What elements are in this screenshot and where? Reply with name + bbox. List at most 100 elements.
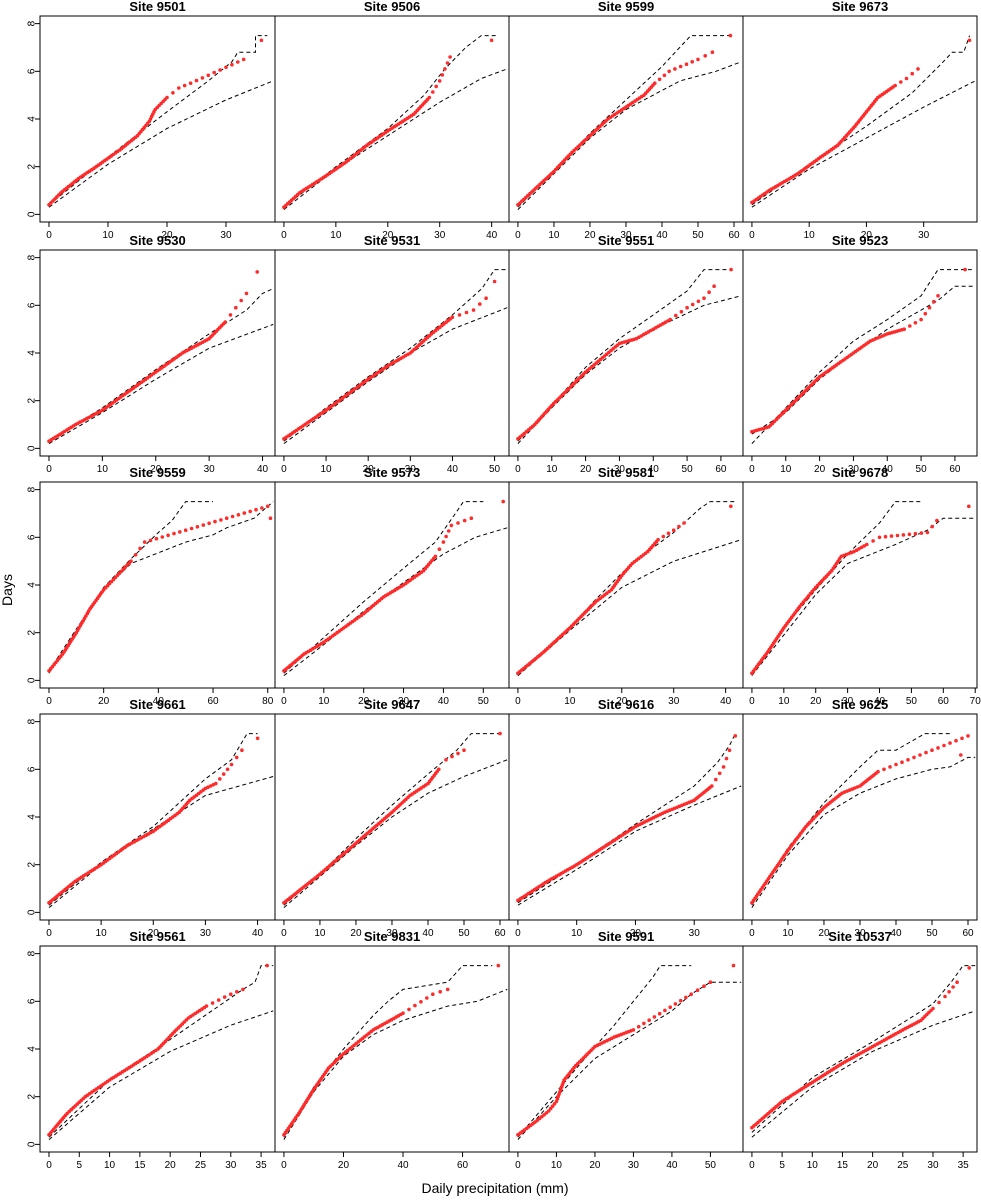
x-tick-label: 30	[620, 230, 632, 241]
x-tick-label: 0	[749, 928, 755, 939]
data-points	[750, 267, 967, 434]
x-tick-label: 10	[330, 230, 342, 241]
data-point	[661, 534, 666, 539]
envelope-upper	[48, 35, 268, 206]
data-point	[931, 1006, 935, 1011]
x-tick-label: 30	[200, 928, 212, 939]
data-point	[899, 80, 903, 84]
envelope-upper	[517, 965, 692, 1138]
x-tick-label: 10	[804, 230, 816, 241]
data-point	[165, 95, 169, 100]
data-point	[631, 1028, 636, 1032]
panel-title: Site 9561	[129, 929, 185, 944]
x-tick-label: 30	[220, 230, 232, 241]
x-tick-label: 0	[515, 696, 521, 707]
x-tick-label: 20	[363, 464, 375, 475]
x-tick-label: 20	[148, 928, 160, 939]
x-tick-label: 40	[447, 464, 459, 475]
data-point	[242, 511, 247, 515]
data-point	[195, 525, 200, 529]
data-point	[668, 317, 672, 322]
panel-title: Site 9530	[129, 233, 185, 248]
y-tick-label: 8	[27, 20, 38, 26]
x-tick-label: 20	[589, 1160, 601, 1171]
x-tick-label: 30	[668, 696, 680, 707]
data-point	[448, 55, 452, 59]
data-point	[876, 769, 880, 774]
data-point	[666, 531, 671, 536]
data-point	[882, 767, 886, 772]
x-tick-label: 0	[46, 230, 52, 241]
x-tick-label: 40	[438, 696, 450, 707]
data-point	[703, 54, 707, 58]
x-tick-label: 40	[486, 230, 498, 241]
y-tick-label: 4	[27, 1046, 38, 1052]
x-tick-label: 0	[281, 1160, 287, 1171]
x-tick-label: 30	[689, 928, 701, 939]
y-tick-label: 0	[27, 445, 38, 451]
data-point	[895, 533, 900, 538]
panel-title: Site 9581	[598, 465, 654, 480]
data-point	[464, 310, 469, 315]
x-tick-label: 0	[46, 928, 52, 939]
data-point	[229, 762, 234, 767]
panel-title: Site 9678	[832, 465, 888, 480]
envelope-upper	[48, 965, 274, 1138]
data-point	[413, 1003, 417, 1008]
data-point	[702, 296, 706, 301]
envelope-lower	[283, 307, 508, 445]
x-tick-label: 0	[46, 1160, 52, 1171]
data-point	[438, 990, 443, 994]
data-point	[425, 996, 429, 1000]
x-tick-label: 10	[102, 230, 114, 241]
data-point	[133, 553, 138, 557]
data-point	[224, 516, 229, 520]
data-point	[142, 540, 147, 544]
data-point	[489, 38, 494, 43]
x-tick-label: 10	[97, 464, 109, 475]
panel-title: Site 9673	[832, 0, 888, 14]
panel-title: Site 9616	[598, 697, 654, 712]
data-point	[671, 528, 676, 532]
data-point	[446, 529, 451, 533]
data-points	[750, 966, 971, 1130]
data-point	[462, 748, 466, 752]
panel-site-9559: Site 9559 0 20 40 60 80 0 2 4 6 8	[27, 465, 276, 707]
data-point	[902, 327, 906, 332]
x-tick-label: 50	[692, 230, 704, 241]
data-point	[919, 317, 923, 322]
panel-frame	[39, 15, 276, 223]
y-tick-label: 4	[27, 582, 38, 588]
data-point	[437, 79, 442, 83]
envelope-lower	[283, 988, 508, 1140]
data-point	[673, 67, 677, 71]
envelope-lower	[48, 501, 274, 674]
data-point	[265, 963, 269, 968]
data-points	[516, 504, 733, 675]
data-point	[948, 741, 952, 745]
data-point	[678, 64, 683, 69]
data-point	[913, 531, 918, 536]
panel-site-9506: Site 9506 0 10 20 30 40	[274, 0, 510, 241]
x-tick-label: 10	[778, 696, 790, 707]
data-point	[221, 772, 226, 776]
data-point	[678, 998, 683, 1003]
data-point	[913, 321, 918, 325]
data-point	[207, 521, 211, 526]
data-points	[516, 33, 733, 207]
x-tick-label: 20	[584, 230, 596, 241]
panel-title: Site 9559	[129, 465, 185, 480]
x-tick-label: 0	[281, 696, 287, 707]
envelope-lower	[517, 61, 742, 210]
data-point	[910, 71, 914, 76]
x-tick-label: 40	[257, 464, 269, 475]
data-point	[708, 980, 713, 984]
panel-frame	[742, 713, 978, 921]
x-tick-label: 0	[515, 928, 521, 939]
data-point	[546, 1109, 551, 1113]
data-point	[228, 313, 233, 317]
data-point	[689, 992, 693, 996]
data-point	[707, 290, 711, 295]
envelope-lower	[48, 323, 274, 445]
